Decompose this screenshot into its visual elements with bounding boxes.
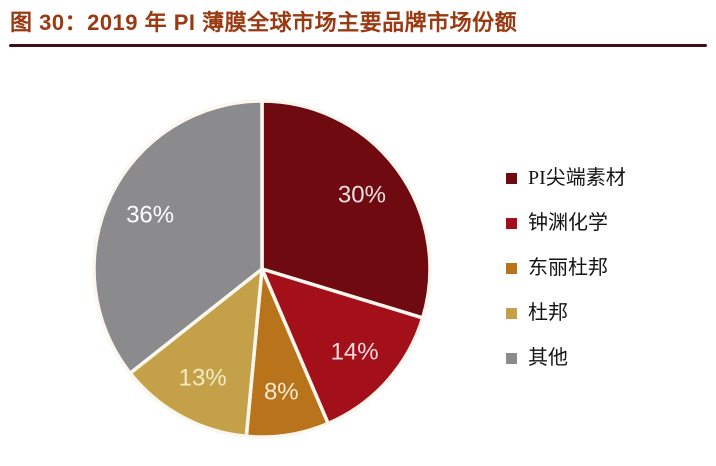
legend-label: PI尖端素材 (528, 167, 626, 189)
legend-label: 其他 (528, 347, 568, 369)
legend-swatch (506, 262, 517, 274)
legend-item: 杜邦 (506, 300, 711, 326)
legend-item: 其他 (506, 345, 711, 371)
legend-swatch (506, 307, 517, 319)
pie-slice-label: 13% (179, 365, 227, 392)
pie-slice (260, 267, 425, 426)
legend-swatch (506, 352, 517, 364)
pie-slice (92, 99, 264, 375)
legend-item: PI尖端素材 (506, 165, 711, 191)
title-underline (9, 44, 707, 47)
pie-slice-label: 8% (264, 378, 299, 405)
legend-label: 钟渊化学 (528, 212, 608, 234)
legend-swatch (506, 172, 517, 184)
pie-slice-label: 14% (331, 339, 379, 366)
pie-slice (260, 99, 432, 320)
legend-label: 东丽杜邦 (528, 257, 608, 279)
legend-item: 钟渊化学 (506, 210, 711, 236)
pie-slice-label: 30% (338, 182, 386, 209)
legend-swatch (506, 217, 517, 229)
legend-label: 杜邦 (528, 302, 568, 324)
pie-slice-label: 36% (126, 201, 174, 228)
legend-item: 东丽杜邦 (506, 255, 711, 281)
legend: PI尖端素材 钟渊化学 东丽杜邦 杜邦 其他 (506, 165, 711, 390)
figure-title: 图 30：2019 年 PI 薄膜全球市场主要品牌市场份额 (10, 10, 518, 35)
pie-slice (128, 267, 264, 439)
